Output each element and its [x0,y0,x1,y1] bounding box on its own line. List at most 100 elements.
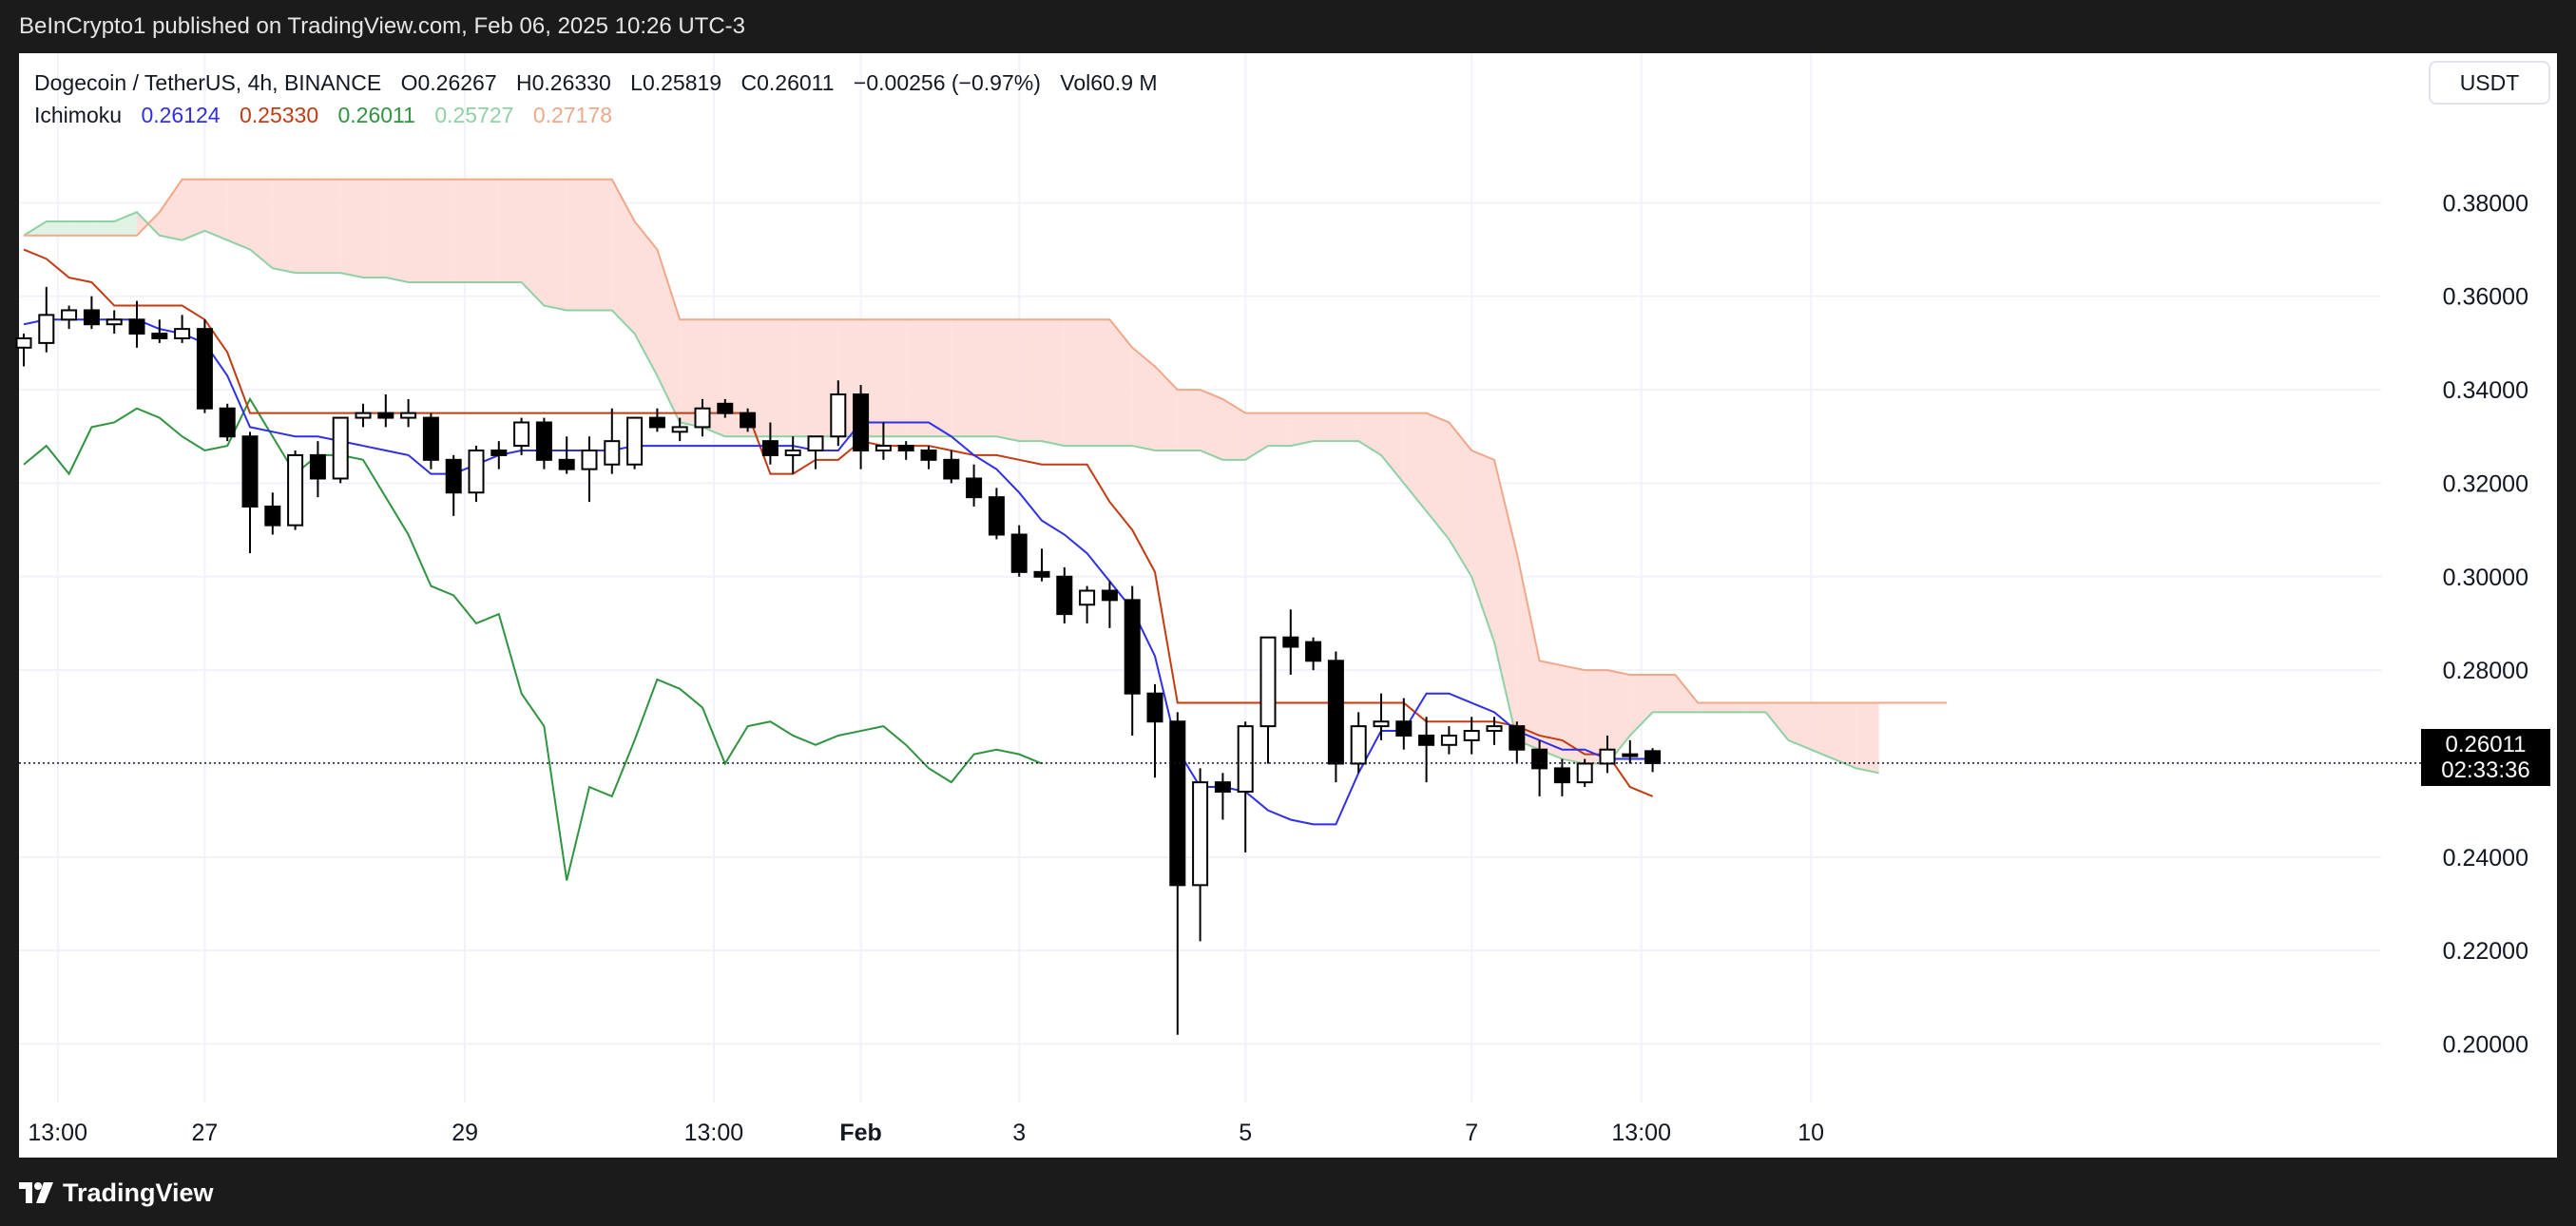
cloud-segment [1426,412,1450,540]
candle-body-down [558,458,575,470]
bar-countdown: 02:33:36 [2441,757,2530,783]
cloud-segment [951,319,974,437]
candle [1010,525,1028,577]
candle [694,398,711,437]
candle [1622,739,1639,764]
cloud-segment [1290,412,1314,447]
x-tick-label: 5 [1239,1120,1252,1146]
indicator-name[interactable]: Ichimoku [34,103,123,127]
candle [83,296,100,330]
y-tick-label: 0.30000 [2443,565,2528,591]
candle [1440,726,1457,755]
candle-body-down [241,435,259,508]
candle-body-down [988,496,1005,536]
cloud-segment [68,221,92,236]
candle [1056,566,1073,623]
candle [581,436,598,503]
cloud-segment [680,319,702,428]
span-a-value: 0.25727 [434,103,514,127]
candle-body-down [83,309,100,326]
cloud-segment [1064,319,1087,447]
candle-body-down [943,458,960,480]
candle-body-up [1440,734,1457,746]
cloud-segment [1222,398,1246,460]
published-header: BeInCrypto1 published on TradingView.com… [0,0,2576,53]
grid-lines [19,53,2381,1102]
y-tick-label: 0.22000 [2443,938,2528,965]
candle [943,450,960,484]
cloud-segment [1607,670,1630,764]
cloud-segment [1585,670,1607,764]
candle [1373,693,1390,740]
cloud-segment [1449,422,1472,577]
candle-body-up [807,435,824,451]
candle-body-down [490,449,508,456]
candle [1214,773,1231,820]
cloud-segment [611,179,635,335]
candle-body-up [468,449,485,494]
candle [1486,717,1503,745]
candle-body-down [1282,636,1299,648]
candle-body-down [1056,575,1073,616]
cloud-segment [589,179,612,311]
y-tick-label: 0.32000 [2443,470,2528,497]
cloud-segment [1742,702,1766,713]
candle-body-up [332,416,349,480]
candle [1282,609,1299,676]
cloud-segment [1675,675,1699,713]
candle-body-down [648,416,665,429]
tradingview-logo[interactable]: TradingView [19,1177,214,1209]
candle [626,416,644,469]
candle-body-up [1576,762,1593,784]
candle [1079,585,1096,623]
cloud-segment [634,221,658,376]
candle [1101,581,1118,628]
cloud-segment [1652,675,1676,713]
cloud-segment [883,319,907,437]
cloud-segment [385,179,409,282]
candle-body-down [761,440,779,456]
candle-body-down [377,412,394,419]
candle-body-down [966,477,983,499]
lagging-value: 0.26011 [337,103,415,127]
candle-body-down [717,402,734,414]
candle [784,436,801,474]
candle-body-down [897,445,914,451]
candle-body-up [875,445,892,451]
candle-body-up [174,328,191,339]
candle [535,417,552,469]
cloud-segment [567,179,589,311]
y-tick-label: 0.24000 [2443,845,2528,872]
cloud-segment [182,179,205,240]
ohlc-open: O0.26267 [400,70,497,95]
cloud-segment [272,179,296,274]
cloud-segment [973,319,997,437]
ichimoku-cloud [24,179,1879,774]
candle [377,393,394,428]
cloud-segment [1313,412,1336,442]
candle-body-down [1327,660,1344,765]
footer-bar [0,1158,2576,1226]
candle [15,334,32,367]
x-tick-label: 29 [452,1120,478,1146]
volume-value: Vol60.9 M [1060,70,1158,95]
cloud-segment [1811,702,1834,759]
candle-body-down [1214,781,1231,793]
candle [966,464,983,508]
currency-button[interactable]: USDT [2429,61,2550,105]
cloud-segment [1471,450,1494,642]
symbol-title[interactable]: Dogecoin / TetherUS, 4h, BINANCE [34,70,382,95]
candle [897,441,914,460]
candle [1395,698,1413,750]
cloud-segment [408,179,432,282]
candle [740,408,757,432]
y-tick-label: 0.28000 [2443,658,2528,684]
candle-body-down [219,407,236,438]
cloud-segment [1086,319,1110,447]
candle-body-down [1101,589,1118,602]
candle-body-down [740,412,757,429]
cloud-segment [317,179,341,274]
candle-body-down [1509,725,1526,751]
candle [513,417,530,455]
